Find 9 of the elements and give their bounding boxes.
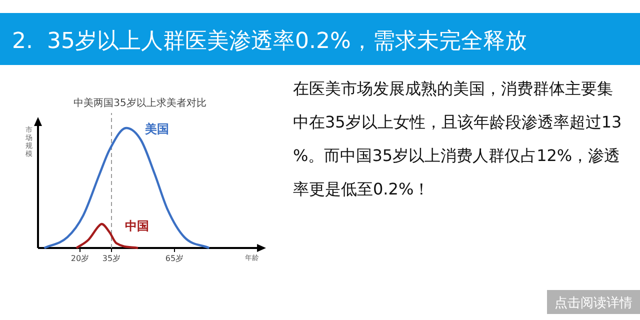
series-label: 美国 [144, 122, 169, 136]
text: 点击阅读详情 [554, 296, 632, 311]
text: 在医美市场发展成熟的美国，消费群体主要集中在35岁以上女性，且该年龄段渗透率超过13%。而中国35岁以上消费人群仅占12%，渗透率更是低至0.2%！ [293, 79, 622, 198]
series-label: 中国 [125, 219, 149, 233]
x-tick-label: 20岁 [70, 254, 90, 263]
x-tick-label: 35岁 [102, 254, 121, 263]
chart-title: 2. 35岁以上人群医美渗透率0.2%，需求未完全释放 [12, 29, 527, 54]
chart-subtitle: 中美两国35岁以上求美者对比 [74, 97, 206, 109]
x-tick-label: 65岁 [165, 254, 184, 263]
